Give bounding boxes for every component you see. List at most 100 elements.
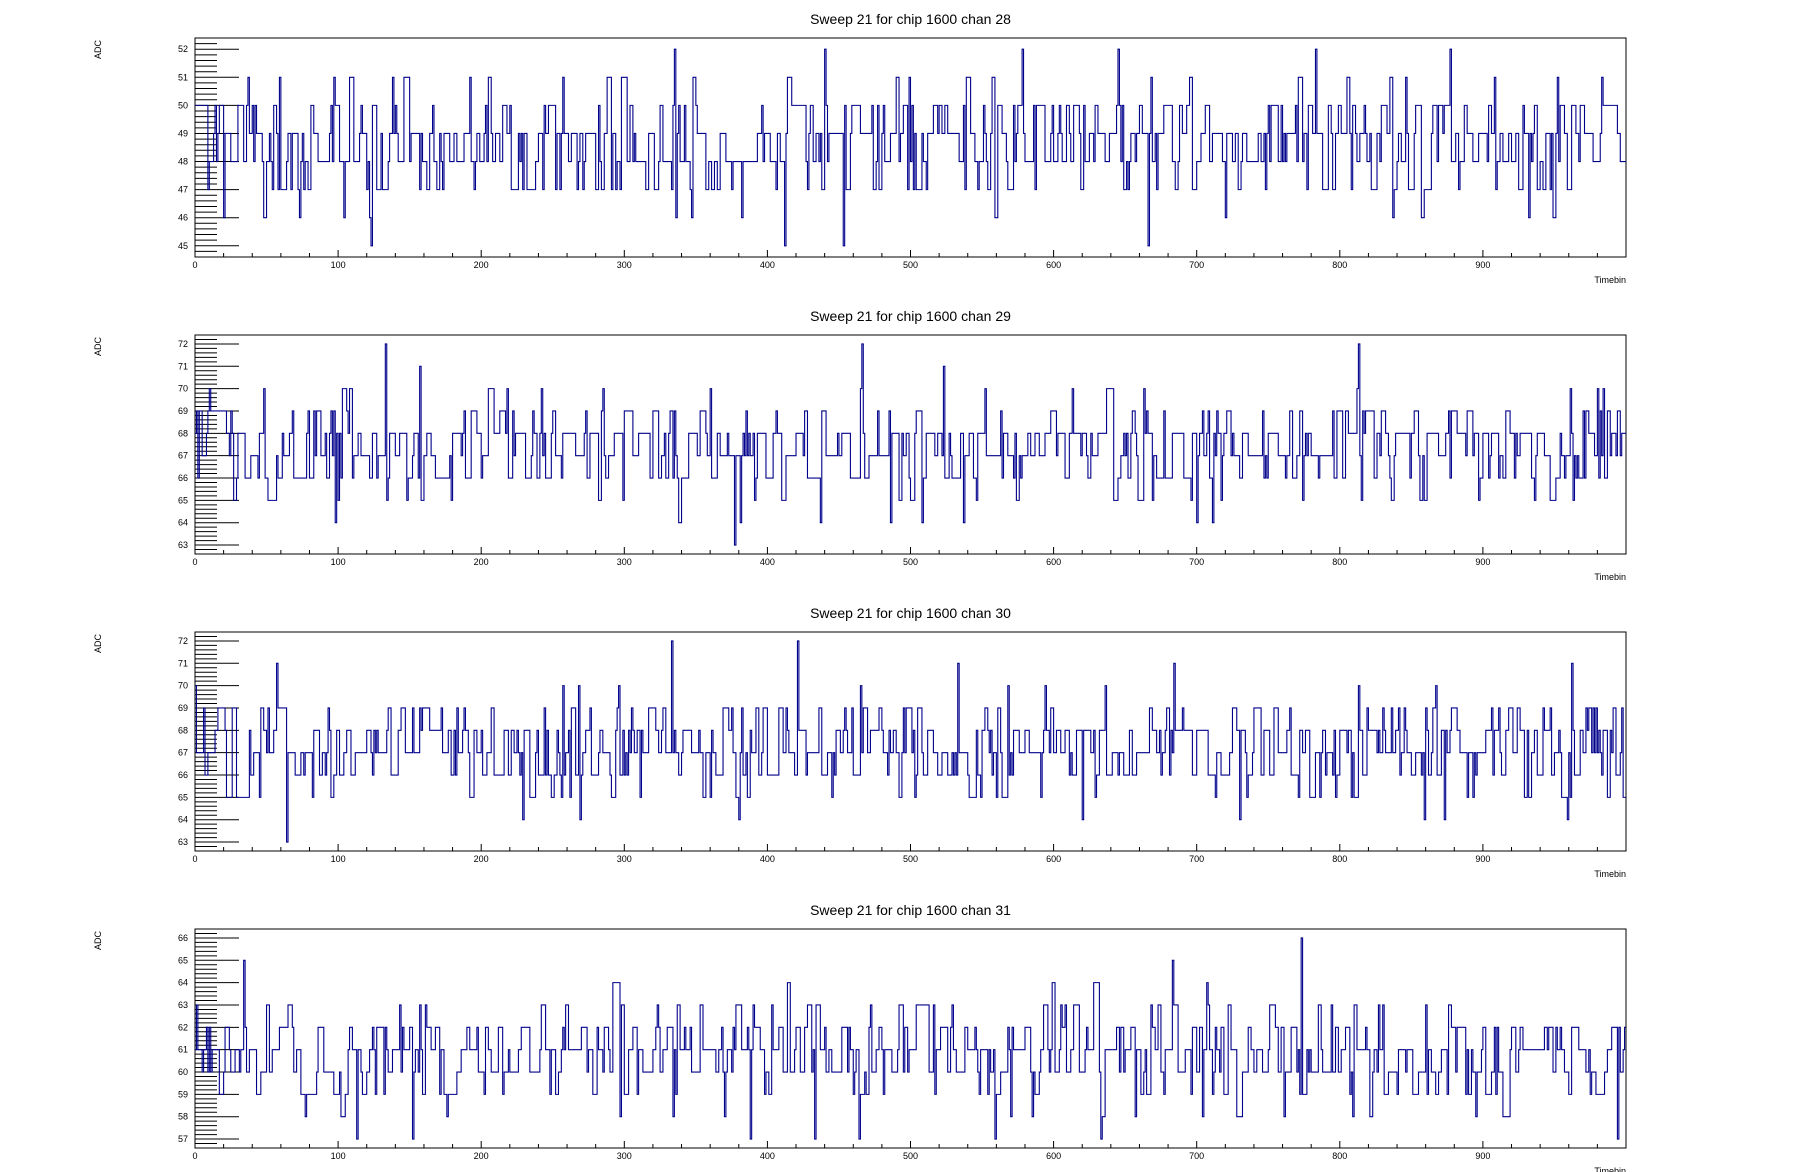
x-tick-label: 0 [192, 854, 197, 864]
y-tick-label: 67 [178, 451, 188, 461]
x-tick-label: 0 [192, 260, 197, 270]
y-tick-label: 60 [178, 1067, 188, 1077]
y-tick-label: 63 [178, 837, 188, 847]
y-tick-label: 62 [178, 1022, 188, 1032]
y-tick-label: 48 [178, 157, 188, 167]
y-tick-label: 50 [178, 100, 188, 110]
y-tick-label: 66 [178, 933, 188, 943]
x-tick-label: 800 [1332, 557, 1347, 567]
x-tick-label: 800 [1332, 260, 1347, 270]
x-tick-label: 300 [617, 854, 632, 864]
y-tick-label: 63 [178, 540, 188, 550]
x-tick-label: 700 [1189, 260, 1204, 270]
y-tick-label: 67 [178, 748, 188, 758]
x-axis-label: Timebin [1594, 572, 1626, 582]
x-axis-label: Timebin [1594, 275, 1626, 285]
series-line-adc [195, 343, 1626, 546]
y-tick-label: 72 [178, 339, 188, 349]
chart-title: Sweep 21 for chip 1600 chan 29 [810, 308, 1011, 324]
y-axis-label: ADC [93, 931, 103, 951]
y-tick-label: 57 [178, 1134, 188, 1144]
x-tick-label: 500 [903, 557, 918, 567]
x-tick-label: 300 [617, 557, 632, 567]
x-tick-label: 500 [903, 854, 918, 864]
x-tick-label: 700 [1189, 1151, 1204, 1161]
y-tick-label: 65 [178, 792, 188, 802]
x-tick-label: 100 [331, 1151, 346, 1161]
y-tick-label: 45 [178, 241, 188, 251]
y-tick-label: 72 [178, 636, 188, 646]
x-tick-label: 200 [474, 1151, 489, 1161]
x-tick-label: 100 [331, 557, 346, 567]
x-tick-label: 600 [1046, 1151, 1061, 1161]
y-tick-label: 68 [178, 428, 188, 438]
x-tick-label: 900 [1475, 854, 1490, 864]
x-tick-label: 600 [1046, 260, 1061, 270]
y-tick-label: 69 [178, 406, 188, 416]
x-tick-label: 300 [617, 260, 632, 270]
y-tick-label: 71 [178, 361, 188, 371]
x-tick-label: 200 [474, 260, 489, 270]
plot-frame [194, 631, 1627, 852]
y-axis-label: ADC [93, 40, 103, 60]
y-tick-label: 65 [178, 955, 188, 965]
x-tick-label: 900 [1475, 1151, 1490, 1161]
y-tick-label: 69 [178, 703, 188, 713]
y-tick-label: 65 [178, 495, 188, 505]
chart-title: Sweep 21 for chip 1600 chan 31 [810, 902, 1011, 918]
y-tick-label: 47 [178, 185, 188, 195]
chart-title: Sweep 21 for chip 1600 chan 28 [810, 11, 1011, 27]
x-tick-label: 0 [192, 1151, 197, 1161]
series-line-adc [195, 937, 1626, 1140]
y-tick-label: 59 [178, 1089, 188, 1099]
y-tick-label: 64 [178, 815, 188, 825]
y-tick-label: 46 [178, 213, 188, 223]
x-tick-label: 500 [903, 1151, 918, 1161]
y-tick-label: 51 [178, 72, 188, 82]
x-tick-label: 700 [1189, 854, 1204, 864]
x-tick-label: 300 [617, 1151, 632, 1161]
chart-panel-3: Sweep 21 for chip 1600 chan 30 ADC Timebin… [93, 605, 1627, 879]
x-tick-label: 500 [903, 260, 918, 270]
y-tick-label: 64 [178, 978, 188, 988]
y-axis-label: ADC [93, 337, 103, 357]
x-axis-label: Timebin [1594, 869, 1626, 879]
chart-panel-2: Sweep 21 for chip 1600 chan 29 ADC Timebin… [93, 308, 1627, 582]
y-tick-label: 63 [178, 1000, 188, 1010]
x-tick-label: 800 [1332, 1151, 1347, 1161]
x-tick-label: 700 [1189, 557, 1204, 567]
x-tick-label: 600 [1046, 854, 1061, 864]
x-tick-label: 100 [331, 854, 346, 864]
y-tick-label: 71 [178, 658, 188, 668]
y-tick-label: 68 [178, 725, 188, 735]
y-tick-label: 70 [178, 681, 188, 691]
y-axis-label: ADC [93, 634, 103, 654]
y-tick-label: 64 [178, 518, 188, 528]
y-tick-label: 61 [178, 1045, 188, 1055]
x-tick-label: 900 [1475, 260, 1490, 270]
series-line-adc [195, 640, 1626, 843]
x-tick-label: 400 [760, 1151, 775, 1161]
x-tick-label: 400 [760, 260, 775, 270]
y-tick-label: 70 [178, 384, 188, 394]
chart-panel-1: Sweep 21 for chip 1600 chan 28 ADC Timebin… [93, 11, 1627, 285]
x-tick-label: 800 [1332, 854, 1347, 864]
x-tick-label: 400 [760, 854, 775, 864]
x-tick-label: 600 [1046, 557, 1061, 567]
x-tick-label: 100 [331, 260, 346, 270]
x-tick-label: 400 [760, 557, 775, 567]
chart-title: Sweep 21 for chip 1600 chan 30 [810, 605, 1011, 621]
x-tick-label: 0 [192, 557, 197, 567]
y-tick-label: 66 [178, 473, 188, 483]
x-tick-label: 200 [474, 854, 489, 864]
chart-panel-4: Sweep 21 for chip 1600 chan 31 ADC Timebin… [93, 902, 1627, 1172]
x-axis-label: Timebin [1594, 1166, 1626, 1172]
series-line-adc [195, 48, 1626, 247]
y-tick-label: 58 [178, 1112, 188, 1122]
x-tick-label: 900 [1475, 557, 1490, 567]
y-tick-label: 52 [178, 44, 188, 54]
y-tick-label: 66 [178, 770, 188, 780]
x-tick-label: 200 [474, 557, 489, 567]
y-tick-label: 49 [178, 128, 188, 138]
